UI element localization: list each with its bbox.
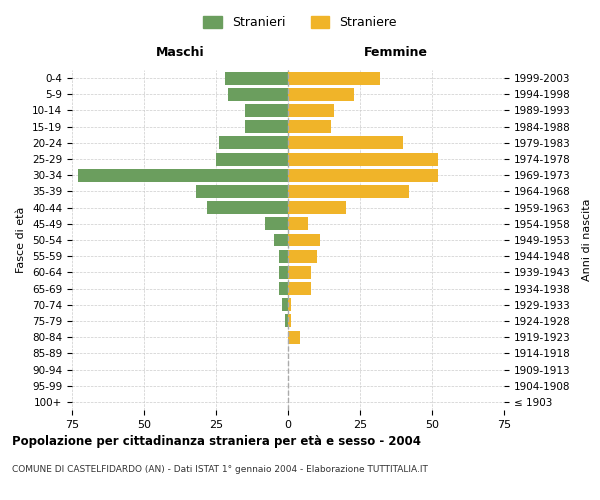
Bar [265,218,288,230]
Bar [288,330,299,344]
Bar [280,282,288,295]
Bar [288,298,291,311]
Bar [245,120,288,133]
Bar [288,201,346,214]
Bar [245,104,288,117]
Bar [288,72,380,85]
Y-axis label: Fasce di età: Fasce di età [16,207,26,273]
Bar [219,136,288,149]
Legend: Stranieri, Straniere: Stranieri, Straniere [198,11,402,34]
Bar [280,250,288,262]
Bar [288,218,308,230]
Bar [288,88,354,101]
Text: Femmine: Femmine [364,46,428,59]
Bar [274,234,288,246]
Text: Maschi: Maschi [155,46,205,59]
Bar [288,136,403,149]
Bar [288,250,317,262]
Bar [208,201,288,214]
Bar [288,185,409,198]
Bar [288,282,311,295]
Bar [216,152,288,166]
Bar [288,104,334,117]
Bar [288,120,331,133]
Bar [224,72,288,85]
Bar [288,169,438,181]
Bar [227,88,288,101]
Text: COMUNE DI CASTELFIDARDO (AN) - Dati ISTAT 1° gennaio 2004 - Elaborazione TUTTITA: COMUNE DI CASTELFIDARDO (AN) - Dati ISTA… [12,465,428,474]
Bar [78,169,288,181]
Bar [288,152,438,166]
Bar [196,185,288,198]
Bar [288,234,320,246]
Bar [280,266,288,279]
Bar [285,314,288,328]
Text: Popolazione per cittadinanza straniera per età e sesso - 2004: Popolazione per cittadinanza straniera p… [12,435,421,448]
Y-axis label: Anni di nascita: Anni di nascita [581,198,592,281]
Bar [282,298,288,311]
Bar [288,314,291,328]
Bar [288,266,311,279]
